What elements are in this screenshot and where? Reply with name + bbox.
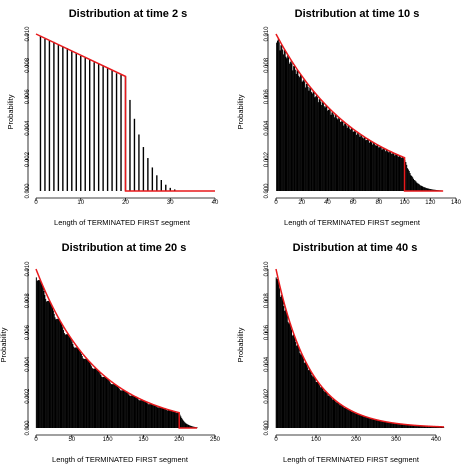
chart-title: Distribution at time 20 s [62,242,187,254]
y-tick-label: 0.010 [25,261,31,277]
x-tick-label: 100 [103,437,114,443]
x-tick-label: 60 [350,200,357,206]
x-tick-label: 120 [425,200,436,206]
theoretical-curve [275,33,444,192]
y-tick-label: 0.008 [25,57,31,73]
chart-panel-time-10: Distribution at time 10 s Length of TERM… [237,0,474,235]
chart-panel-time-40: Distribution at time 40 s Length of TERM… [237,235,474,470]
x-axis-label: Length of TERMINATED FIRST segment [54,218,191,227]
y-tick-label: 0.004 [25,356,31,372]
x-tick-label: 200 [174,437,185,443]
chart-svg-time-40: Distribution at time 40 s Length of TERM… [237,242,445,464]
chart-title: Distribution at time 2 s [69,8,188,20]
y-tick-label: 0.006 [264,324,270,340]
y-tick-label: 0.004 [264,120,270,136]
theoretical-curve [275,268,445,428]
x-tick-label: 250 [210,437,221,443]
y-axis-label: Probability [6,94,15,129]
y-tick-label: 0.010 [264,26,270,42]
bars-group [275,277,445,428]
x-tick-label: 0 [34,200,38,206]
chart-svg-time-10: Distribution at time 10 s Length of TERM… [237,8,462,227]
x-tick-label: 10 [77,200,84,206]
x-tick-label: 50 [68,437,75,443]
y-tick-label: 0.000 [264,420,270,436]
x-tick-label: 0 [34,437,38,443]
x-tick-label: 150 [138,437,149,443]
x-axis-label: Length of TERMINATED FIRST segment [283,455,420,464]
x-axis-label: Length of TERMINATED FIRST segment [52,455,189,464]
x-tick-label: 100 [311,437,322,443]
x-tick-label: 30 [167,200,174,206]
y-tick-label: 0.008 [264,57,270,73]
x-tick-label: 200 [351,437,362,443]
x-tick-label: 40 [324,200,331,206]
y-tick-label: 0.000 [25,420,31,436]
y-tick-label: 0.006 [25,324,31,340]
x-tick-label: 40 [212,200,219,206]
bars-group [39,35,176,191]
y-axis-label: Probability [237,327,245,362]
chart-svg-time-2: Distribution at time 2 s Length of TERMI… [6,8,219,227]
x-tick-label: 20 [298,200,305,206]
x-tick-label: 80 [376,200,383,206]
chart-svg-time-20: Distribution at time 20 s Length of TERM… [0,242,221,464]
x-tick-label: 0 [274,200,278,206]
y-tick-label: 0.002 [264,388,270,404]
y-tick-label: 0.010 [264,261,270,277]
chart-title: Distribution at time 40 s [293,242,418,254]
x-tick-label: 300 [391,437,402,443]
x-tick-label: 20 [122,200,129,206]
y-tick-label: 0.002 [25,388,31,404]
y-tick-label: 0.002 [264,151,270,167]
y-tick-label: 0.006 [264,89,270,105]
y-tick-label: 0.000 [25,183,31,199]
y-axis-label: Probability [0,327,8,362]
y-tick-label: 0.006 [25,89,31,105]
theoretical-curve [35,33,215,192]
chart-panel-time-20: Distribution at time 20 s Length of TERM… [0,235,237,470]
x-axis-label: Length of TERMINATED FIRST segment [284,218,421,227]
y-tick-label: 0.004 [25,120,31,136]
bars-group [276,38,443,191]
x-tick-label: 0 [274,437,278,443]
x-tick-label: 100 [400,200,411,206]
y-tick-label: 0.004 [264,356,270,372]
x-tick-label: 400 [431,437,442,443]
y-tick-label: 0.008 [264,293,270,309]
y-tick-label: 0.008 [25,293,31,309]
bars-group [35,277,198,428]
y-tick-label: 0.002 [25,151,31,167]
y-tick-label: 0.010 [25,26,31,42]
y-axis-label: Probability [237,94,245,129]
x-tick-label: 140 [451,200,462,206]
chart-panel-time-2: Distribution at time 2 s Length of TERMI… [0,0,237,235]
chart-title: Distribution at time 10 s [295,8,420,20]
y-tick-label: 0.000 [264,183,270,199]
theoretical-curve [35,268,198,429]
